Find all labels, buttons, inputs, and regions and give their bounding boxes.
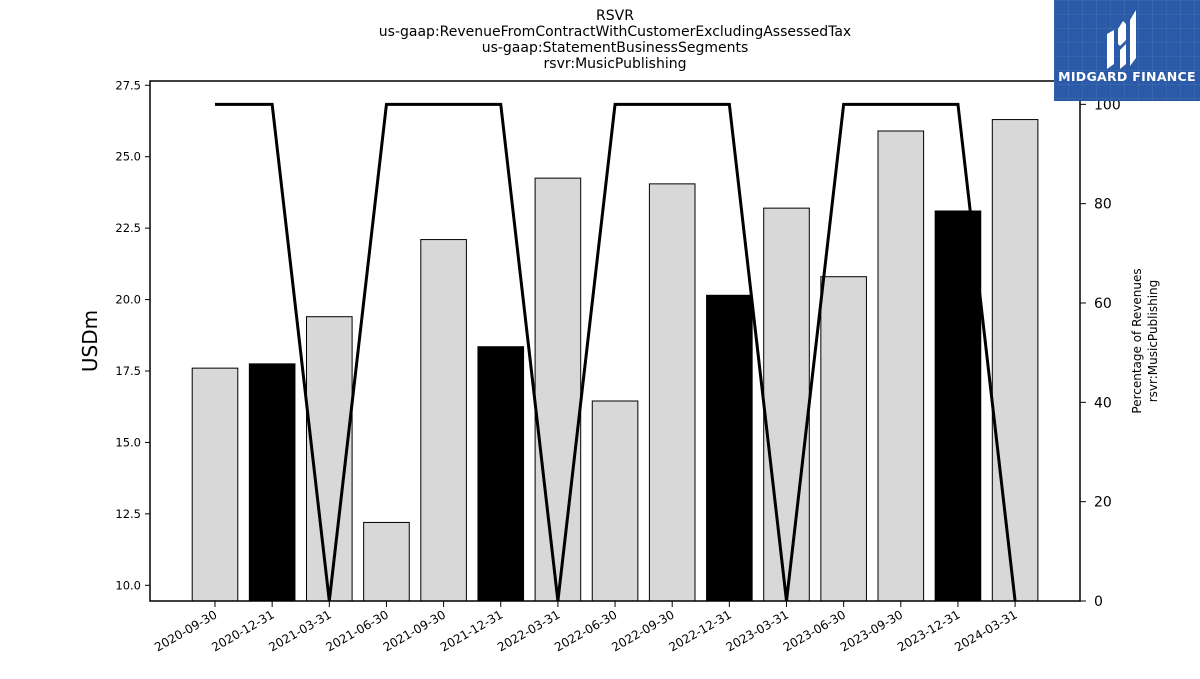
x-tick-label: 2021-03-31 [266, 607, 333, 654]
y2-tick-label: 60 [1094, 296, 1112, 312]
x-tick-label: 2020-12-31 [209, 607, 276, 654]
x-tick-label: 2022-06-30 [552, 607, 619, 654]
bar [820, 276, 867, 602]
x-axis: 2020-09-302020-12-312021-03-312021-06-30… [152, 601, 1020, 654]
x-tick-label: 2023-09-30 [838, 607, 905, 654]
x-tick-label: 2021-12-31 [438, 607, 505, 654]
percentage-line [215, 102, 1017, 602]
bar [877, 130, 925, 602]
bar [191, 367, 239, 602]
bar [591, 400, 639, 602]
x-tick-label: 2023-03-31 [724, 607, 791, 654]
bars [191, 119, 1039, 602]
bar-highlighted [934, 210, 982, 602]
y2-axis: 0 20 40 60 80 100 [1080, 97, 1121, 610]
chart-title-line: rsvr:MusicPublishing [544, 56, 687, 72]
x-tick-label: 2022-09-30 [609, 607, 676, 654]
y-tick-label: 27.5 [115, 78, 141, 92]
y2-axis-label: Percentage of Revenues rsvr:MusicPublishi… [1130, 268, 1160, 413]
bar [763, 207, 810, 602]
chart-title-line: RSVR [596, 8, 634, 24]
y2-axis-label-line: Percentage of Revenues [1130, 268, 1144, 413]
bar-highlighted [477, 346, 525, 602]
y-tick-label: 12.5 [115, 507, 141, 521]
y2-tick-label: 40 [1094, 395, 1112, 411]
y-tick-label: 25.0 [115, 150, 141, 164]
y2-tick-label: 0 [1094, 594, 1103, 610]
chart-title-line: us-gaap:RevenueFromContractWithCustomerE… [379, 24, 851, 40]
y-tick-label: 10.0 [115, 578, 141, 592]
bar-highlighted [248, 363, 296, 602]
bar-highlighted [706, 294, 753, 602]
bar [363, 521, 410, 602]
y-tick-label: 22.5 [115, 221, 141, 235]
x-tick-label: 2023-06-30 [781, 607, 848, 654]
chart-title: RSVRus-gaap:RevenueFromContractWithCusto… [379, 8, 851, 72]
y-axis: 10.0 12.5 15.0 17.5 20.0 22.5 25.0 27.5 [115, 78, 150, 592]
x-tick-label: 2022-12-31 [666, 607, 733, 654]
y2-axis-label-line: rsvr:MusicPublishing [1146, 280, 1160, 403]
percentage-line-path [215, 102, 1017, 602]
y2-tick-label: 80 [1094, 197, 1112, 213]
y-tick-label: 15.0 [115, 435, 141, 449]
x-tick-label: 2024-03-31 [952, 607, 1019, 654]
y-axis-label: USDm [78, 310, 102, 372]
y-tick-label: 20.0 [115, 293, 141, 307]
chart-title-line: us-gaap:StatementBusinessSegments [482, 40, 749, 56]
x-tick-label: 2021-09-30 [381, 607, 448, 654]
logo-text: MIDGARD FINANCE [1058, 69, 1196, 84]
x-tick-label: 2023-12-31 [895, 607, 962, 654]
bar [648, 183, 696, 602]
midgard-finance-logo: MIDGARD FINANCE [1054, 0, 1200, 101]
x-tick-label: 2021-06-30 [324, 607, 391, 654]
y-tick-label: 17.5 [115, 364, 141, 378]
x-tick-label: 2020-09-30 [152, 607, 219, 654]
y2-tick-label: 100 [1094, 97, 1121, 113]
y2-tick-label: 20 [1094, 495, 1112, 511]
x-tick-label: 2022-03-31 [495, 607, 562, 654]
bar [420, 239, 467, 602]
bar [534, 177, 582, 602]
bar [991, 119, 1039, 602]
logo-mark-icon [1107, 10, 1136, 69]
